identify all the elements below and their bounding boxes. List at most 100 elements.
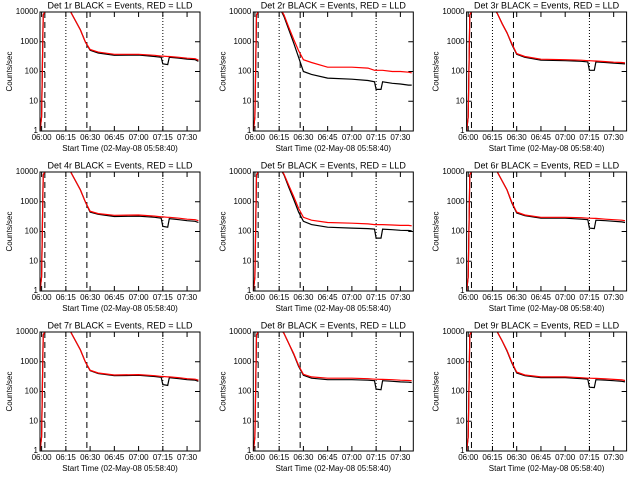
y-tick-label: 1000 [447,357,465,366]
y-tick-label: 10 [456,256,465,265]
y-axis-label: Counts/sec [432,211,441,251]
x-tick-label: 06:00 [245,293,266,302]
y-tick-label: 1 [247,286,252,295]
y-tick-label: 10 [456,416,465,425]
x-tick-label: 06:45 [104,453,125,462]
panel: Det 9r BLACK = Events, RED = LLD Counts/s… [432,320,628,473]
plot-lines [253,12,412,131]
chart-title: Det 7r BLACK = Events, RED = LLD [47,320,193,330]
x-tick-label: 06:15 [56,453,77,462]
x-tick-label: 07:00 [555,133,576,142]
x-tick-label: 06:15 [56,293,77,302]
plot-lines [40,332,199,451]
y-tick-label: 10000 [442,7,465,16]
y-tick-label: 100 [25,387,39,396]
x-tick-label: 07:00 [129,133,150,142]
series-line [466,12,626,131]
x-axis-label: Start Time (02-May-08 05:58:40) [489,144,605,153]
x-tick-label: 06:45 [104,293,125,302]
y-tick-label: 10 [29,96,38,105]
x-tick-label: 06:00 [458,133,479,142]
y-tick-label: 10000 [229,327,252,336]
x-tick-label: 06:30 [507,293,528,302]
y-tick-label: 10 [242,256,251,265]
y-tick-label: 10 [456,96,465,105]
y-tick-label: 1000 [447,37,465,46]
plot-frame [466,171,628,292]
x-tick-label: 06:45 [318,133,339,142]
y-tick-label: 1000 [20,197,38,206]
y-tick-label: 1 [247,446,252,455]
panel: Det 6r BLACK = Events, RED = LLD Counts/s… [432,160,628,313]
series-line [466,332,626,451]
y-tick-label: 100 [451,227,465,236]
y-tick-label: 1 [460,286,465,295]
x-tick-label: 06:45 [318,293,339,302]
y-tick-label: 1 [460,126,465,135]
x-tick-label: 06:00 [32,453,53,462]
series-line [40,172,199,291]
x-axis-label: Start Time (02-May-08 05:58:40) [275,464,391,473]
chart-title: Det 9r BLACK = Events, RED = LLD [474,320,620,330]
x-tick-label: 06:00 [245,133,266,142]
x-tick-label: 06:45 [104,133,125,142]
plot-frame [252,171,414,292]
x-tick-label: 06:00 [32,293,53,302]
chart-title: Det 4r BLACK = Events, RED = LLD [47,160,193,170]
panel: Det 4r BLACK = Events, RED = LLD Counts/s… [5,160,201,313]
series-line [253,332,412,451]
plot-lines [466,12,626,131]
x-tick-label: 07:00 [342,293,363,302]
x-tick-label: 06:30 [80,453,101,462]
plot-frame [466,11,628,132]
x-tick-label: 07:00 [555,453,576,462]
y-axis-label: Counts/sec [432,371,441,411]
x-tick-label: 06:15 [269,453,290,462]
x-tick-label: 07:30 [604,133,625,142]
x-tick-label: 06:30 [80,133,101,142]
y-axis-label: Counts/sec [5,371,14,411]
series-line [40,172,199,291]
x-tick-label: 07:15 [579,133,600,142]
panel: Det 8r BLACK = Events, RED = LLD Counts/s… [218,320,414,473]
y-axis-label: Counts/sec [218,371,227,411]
x-tick-label: 06:15 [482,133,503,142]
y-tick-label: 100 [25,67,39,76]
panel: Det 2r BLACK = Events, RED = LLD Counts/s… [218,0,414,153]
x-tick-label: 06:30 [80,293,101,302]
x-tick-label: 07:30 [177,453,198,462]
x-axis-label: Start Time (02-May-08 05:58:40) [62,464,178,473]
y-tick-label: 100 [238,387,252,396]
y-tick-label: 100 [238,67,252,76]
chart-title: Det 8r BLACK = Events, RED = LLD [261,320,407,330]
y-tick-label: 10 [29,416,38,425]
x-tick-label: 06:30 [507,453,528,462]
x-tick-label: 07:30 [177,293,198,302]
series-line [40,332,199,451]
y-tick-label: 1 [34,286,39,295]
y-tick-label: 1000 [234,357,252,366]
x-tick-label: 07:00 [342,453,363,462]
series-line [40,332,199,451]
panel: Det 5r BLACK = Events, RED = LLD Counts/s… [218,160,414,313]
plot-lines [466,172,626,291]
chart-title: Det 3r BLACK = Events, RED = LLD [474,0,620,10]
x-tick-label: 07:00 [342,133,363,142]
plot-frame [39,11,201,132]
x-tick-label: 07:00 [129,453,150,462]
y-axis-label: Counts/sec [218,211,227,251]
x-tick-label: 06:15 [269,293,290,302]
y-tick-label: 10000 [16,327,39,336]
plot-frame [252,331,414,452]
plot-lines [40,172,199,291]
series-line [253,332,412,451]
x-tick-label: 07:15 [579,453,600,462]
x-tick-label: 07:15 [366,133,387,142]
x-tick-label: 07:30 [390,133,411,142]
x-tick-label: 06:15 [56,133,77,142]
x-tick-label: 06:45 [531,453,552,462]
x-tick-label: 06:00 [32,133,53,142]
x-axis-label: Start Time (02-May-08 05:58:40) [275,144,391,153]
x-tick-label: 07:15 [366,453,387,462]
